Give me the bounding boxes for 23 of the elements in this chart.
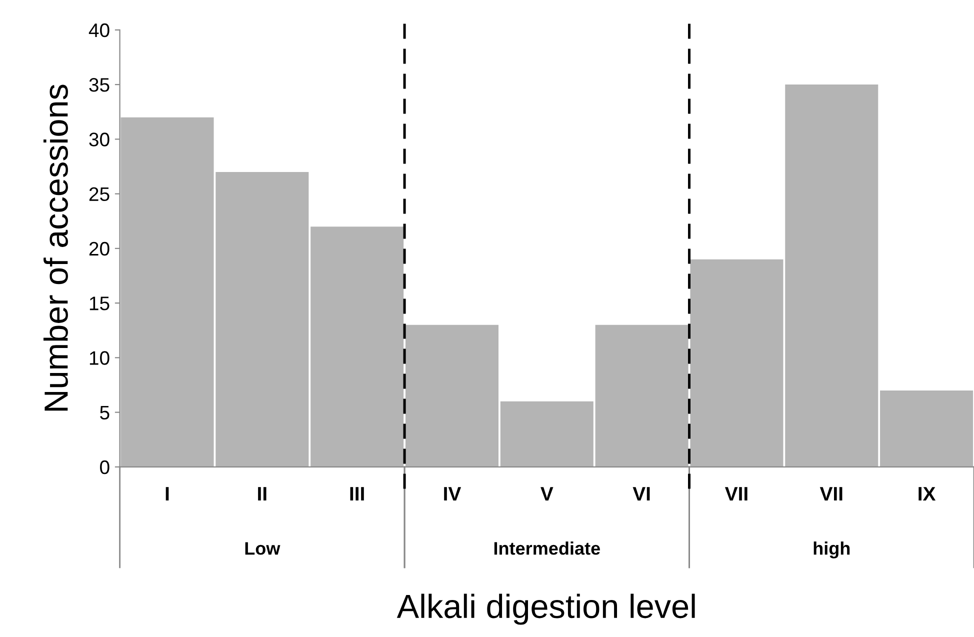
x-tick-label: I [166,487,169,500]
x-tick-label: II [258,487,266,500]
y-tick-label: 35 [89,78,110,92]
y-tick-label: 0 [100,460,110,474]
y-tick-label: 25 [89,187,110,202]
text: Intermediate [494,542,600,555]
x-tick-label: VI [632,487,650,500]
y-tick-label: 20 [89,242,110,256]
text: high [814,541,850,558]
x-tick-label: VII [724,487,748,500]
y-tick-label: 30 [89,132,110,146]
x-tick-label: V [540,487,554,500]
x-tick-label: VII [820,487,842,500]
text: Low [245,542,280,555]
x-tick-label: III [350,487,364,500]
y-tick-label: 40 [88,23,110,38]
y-tick-label: 15 [90,296,110,310]
y-tick-label: 10 [90,351,110,365]
x-tick-label: IV [444,487,462,500]
y-tick-label: 5 [100,406,110,420]
y-axis-title: Number of accessions [43,84,68,411]
x-tick-label: IX [918,487,936,500]
x-axis-title: Alkali digestion level [396,594,695,625]
